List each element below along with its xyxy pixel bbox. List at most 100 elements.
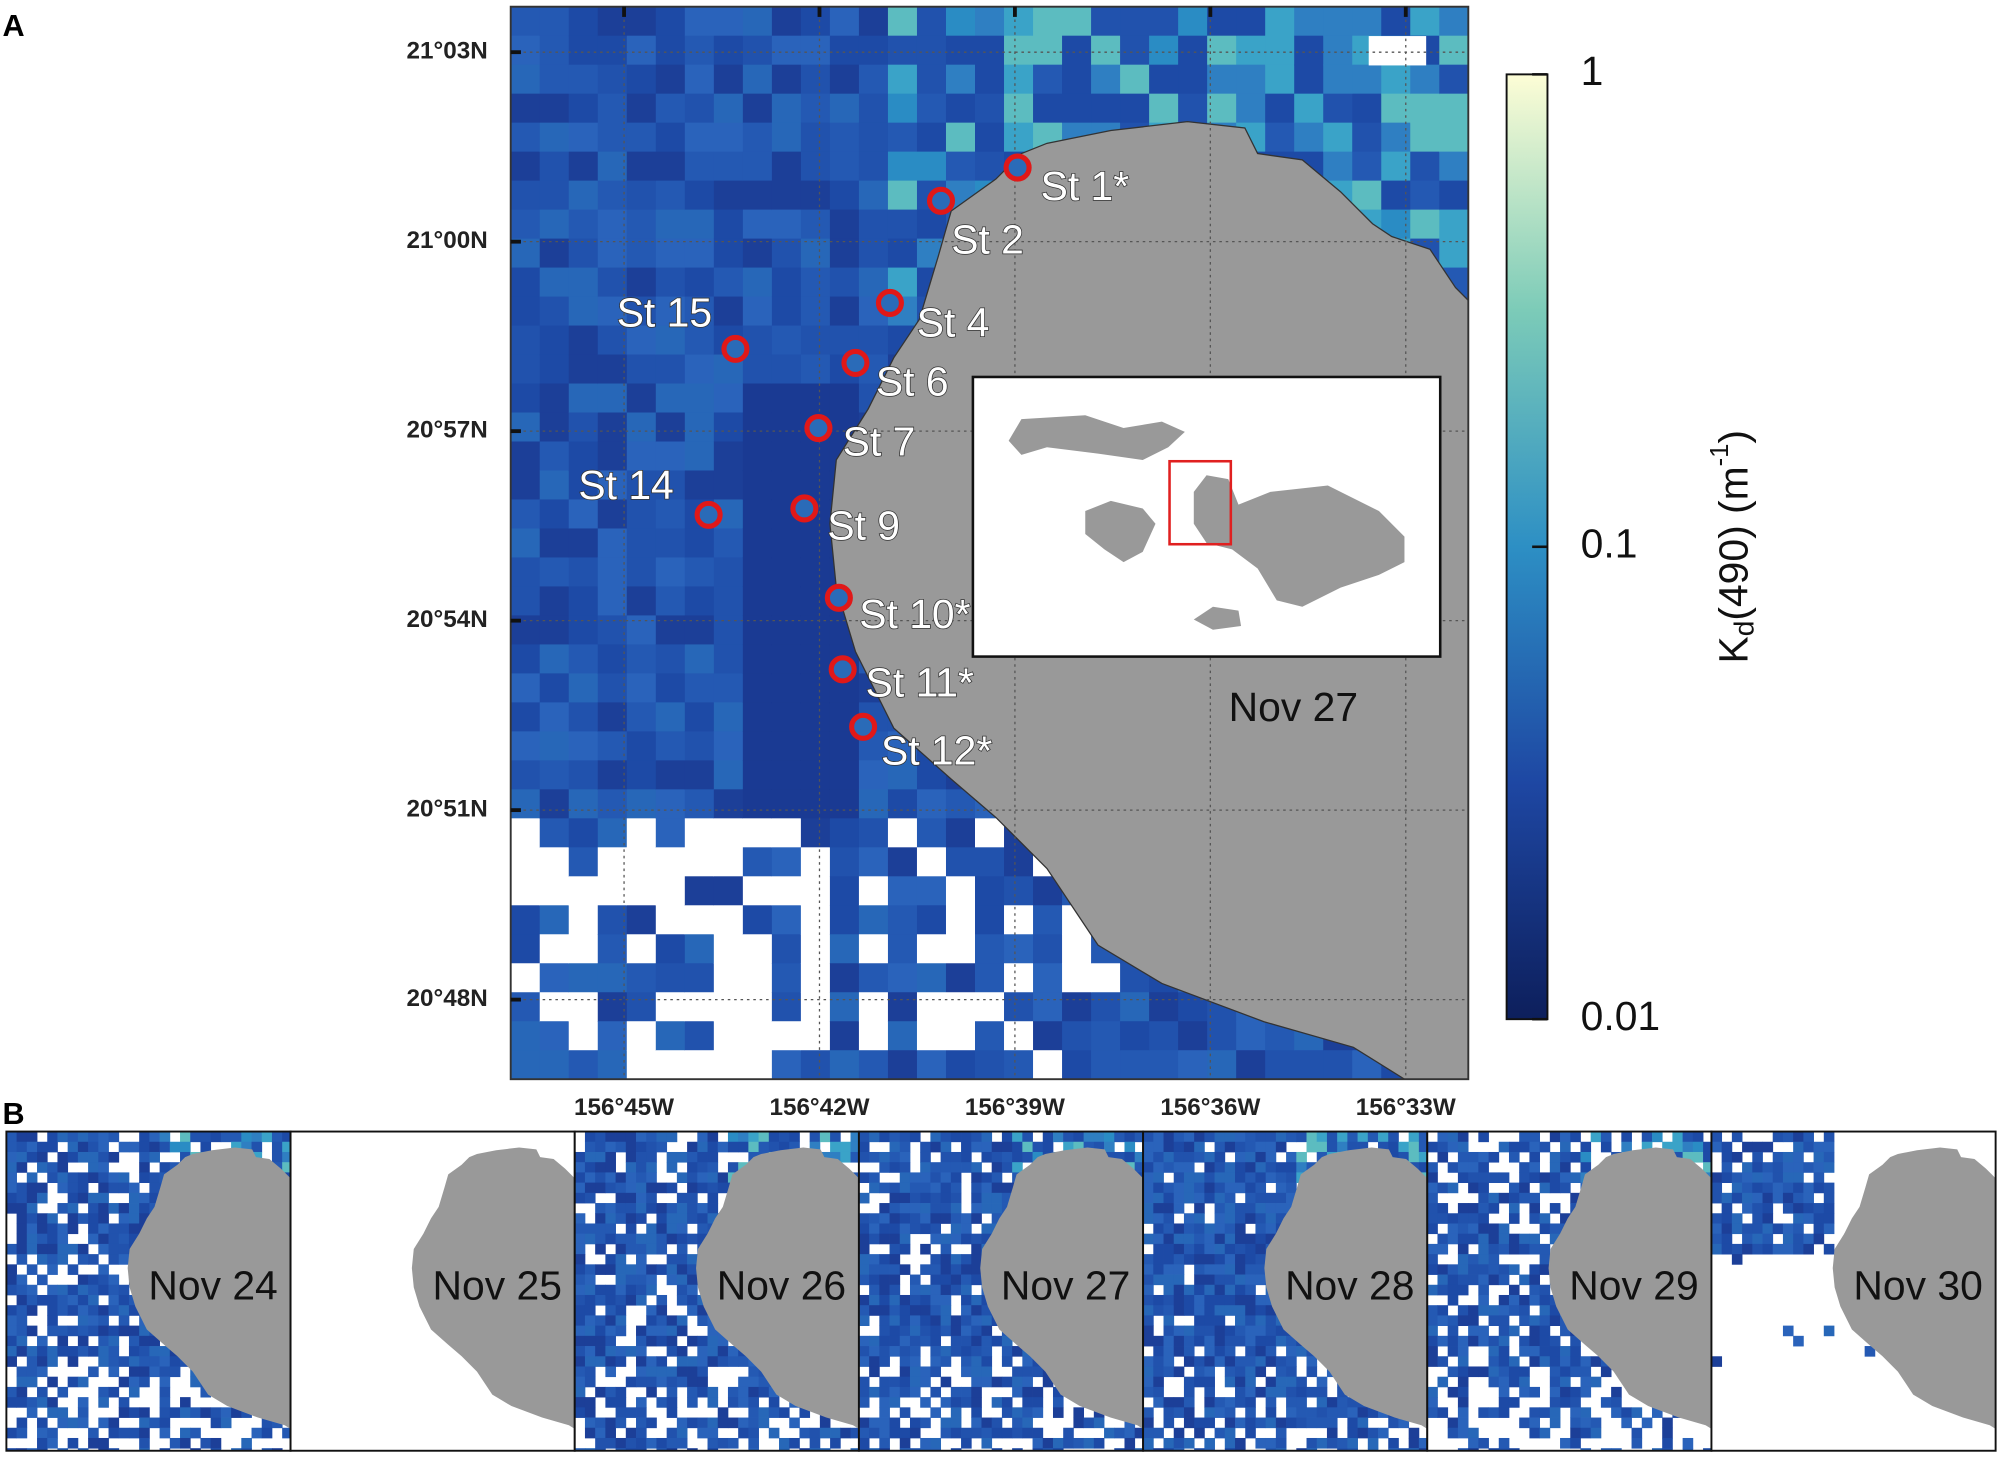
ocean-pixel	[210, 1437, 222, 1449]
ocean-pixel	[742, 180, 773, 211]
ocean-pixel	[920, 1284, 931, 1296]
ocean-pixel	[961, 1346, 972, 1357]
ocean-pixel	[971, 1162, 982, 1173]
ocean-pixel	[636, 1274, 647, 1286]
ocean-pixel	[1337, 1448, 1348, 1451]
ocean-pixel	[1235, 1254, 1246, 1265]
ocean-pixel	[149, 1131, 160, 1143]
ocean-pixel	[108, 1223, 120, 1235]
ocean-pixel	[1275, 1437, 1287, 1449]
ocean-pixel	[1457, 1233, 1469, 1245]
ocean-pixel	[1052, 1448, 1064, 1451]
ocean-pixel	[1265, 1172, 1277, 1184]
ocean-pixel	[666, 1346, 678, 1357]
ocean-pixel	[584, 1264, 596, 1275]
ocean-pixel	[869, 1427, 880, 1439]
ocean-pixel	[1498, 1274, 1510, 1286]
ocean-pixel	[1153, 1264, 1164, 1275]
ocean-pixel	[961, 1294, 972, 1306]
ocean-pixel	[655, 760, 686, 790]
ocean-pixel	[717, 1141, 729, 1153]
ocean-pixel	[916, 1021, 947, 1051]
ocean-pixel	[149, 1417, 160, 1429]
ocean-pixel	[717, 1182, 729, 1194]
ocean-pixel	[1529, 1356, 1541, 1367]
ocean-pixel	[67, 1203, 79, 1214]
ocean-pixel	[1012, 1151, 1023, 1163]
ocean-pixel	[584, 1315, 596, 1327]
ocean-pixel	[539, 354, 570, 385]
ocean-pixel	[636, 1203, 647, 1214]
ocean-pixel	[1539, 1427, 1551, 1439]
ocean-pixel	[1022, 1376, 1033, 1388]
ocean-pixel	[1498, 1407, 1510, 1418]
ocean-pixel	[574, 1182, 586, 1194]
ocean-pixel	[568, 354, 599, 385]
date-label: Nov 27	[1001, 1262, 1130, 1308]
ocean-pixel	[920, 1376, 931, 1388]
ocean-pixel	[1286, 1376, 1297, 1388]
ocean-pixel	[991, 1141, 1003, 1153]
ocean-pixel	[684, 557, 715, 588]
ocean-pixel	[1245, 1315, 1256, 1327]
lat-tick-label: 21°00N	[407, 227, 488, 254]
ocean-pixel	[1570, 1386, 1581, 1398]
ocean-pixel	[1447, 1346, 1459, 1357]
ocean-pixel	[1323, 122, 1353, 153]
ocean-pixel	[981, 1305, 993, 1316]
ocean-pixel	[713, 6, 744, 37]
ocean-pixel	[47, 1407, 58, 1418]
ocean-pixel	[950, 1274, 962, 1286]
ocean-pixel	[1823, 1203, 1835, 1214]
ocean-pixel	[830, 1151, 841, 1163]
ocean-pixel	[940, 1417, 952, 1429]
ocean-pixel	[1752, 1233, 1763, 1245]
ocean-pixel	[1173, 1264, 1185, 1275]
ocean-pixel	[1032, 1397, 1044, 1408]
ocean-pixel	[539, 528, 570, 559]
ocean-pixel	[67, 1346, 79, 1357]
ocean-pixel	[829, 905, 860, 935]
ocean-pixel	[1519, 1243, 1530, 1255]
ocean-pixel	[597, 499, 628, 530]
ocean-pixel	[800, 1050, 831, 1080]
ocean-pixel	[1752, 1223, 1763, 1235]
ocean-pixel	[539, 818, 570, 848]
ocean-pixel	[1265, 1305, 1277, 1316]
ocean-pixel	[615, 1356, 627, 1367]
ocean-pixel	[1600, 1366, 1612, 1378]
ocean-pixel	[656, 1305, 668, 1316]
ocean-pixel	[666, 1437, 678, 1449]
ocean-pixel	[597, 673, 628, 704]
ocean-pixel	[584, 1335, 596, 1347]
ocean-pixel	[1560, 1131, 1571, 1143]
ocean-pixel	[887, 934, 918, 964]
ocean-pixel	[981, 1335, 993, 1347]
ocean-pixel	[1529, 1243, 1541, 1255]
ocean-pixel	[800, 673, 831, 704]
ocean-pixel	[568, 818, 599, 848]
ocean-pixel	[1731, 1182, 1743, 1194]
ocean-pixel	[850, 1151, 859, 1163]
ocean-pixel	[889, 1264, 901, 1275]
ocean-pixel	[909, 1356, 921, 1367]
ocean-pixel	[858, 1274, 870, 1286]
ocean-pixel	[879, 1233, 890, 1245]
ocean-pixel	[1183, 1162, 1195, 1173]
ocean-pixel	[1457, 1203, 1469, 1214]
ocean-pixel	[879, 1203, 890, 1214]
ocean-pixel	[1488, 1254, 1500, 1265]
ocean-pixel	[1468, 1233, 1479, 1245]
ocean-pixel	[149, 1346, 160, 1357]
ocean-pixel	[1326, 1417, 1338, 1429]
ocean-pixel	[574, 1223, 586, 1235]
ocean-pixel	[1062, 1050, 1092, 1080]
station-marker	[790, 494, 819, 523]
ocean-pixel	[47, 1254, 58, 1265]
ocean-pixel	[646, 1243, 657, 1255]
ocean-pixel	[889, 1346, 901, 1357]
ocean-pixel	[1204, 1233, 1215, 1245]
ocean-pixel	[6, 1182, 17, 1194]
ocean-pixel	[88, 1437, 99, 1449]
ocean-pixel	[1224, 1172, 1236, 1184]
